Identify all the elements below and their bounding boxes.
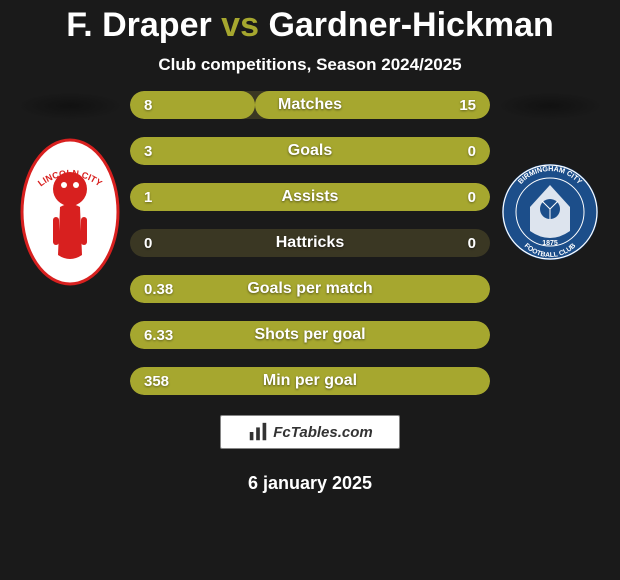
- stat-value-right: 15: [459, 97, 476, 114]
- stat-value-left: 358: [144, 373, 169, 390]
- stat-value-right: 0: [468, 143, 476, 160]
- lincoln-city-crest-icon: LINCOLN CITY: [20, 137, 120, 287]
- stat-value-left: 0.38: [144, 281, 173, 298]
- stat-value-left: 6.33: [144, 327, 173, 344]
- stat-label: Goals: [288, 142, 332, 160]
- player-shadow-left: [20, 93, 120, 119]
- main-content: LINCOLN CITY 8 15 Matches 3 0 Goals 1 0 Assists 0…: [0, 91, 620, 395]
- stat-label: Matches: [278, 96, 342, 114]
- fctables-text: FcTables.com: [273, 424, 372, 441]
- right-column: BIRMINGHAM CITY FOOTBALL CLUB 1875: [490, 91, 610, 287]
- right-club-crest: BIRMINGHAM CITY FOOTBALL CLUB 1875: [500, 137, 600, 287]
- title-vs: vs: [221, 6, 259, 44]
- title-player1: F. Draper: [66, 6, 212, 44]
- page-title: F. Draper vs Gardner-Hickman: [66, 6, 554, 45]
- stat-value-left: 8: [144, 97, 152, 114]
- stat-label: Hattricks: [276, 234, 344, 252]
- stat-label: Shots per goal: [254, 326, 365, 344]
- date-label: 6 january 2025: [248, 473, 372, 494]
- stat-bar: 8 15 Matches: [130, 91, 490, 119]
- stat-value-left: 0: [144, 235, 152, 252]
- stat-bar: 0 0 Hattricks: [130, 229, 490, 257]
- stat-value-left: 1: [144, 189, 152, 206]
- stat-value-right: 0: [468, 235, 476, 252]
- stat-label: Min per goal: [263, 372, 357, 390]
- stat-bar: 1 0 Assists: [130, 183, 490, 211]
- stat-bar: 3 0 Goals: [130, 137, 490, 165]
- subtitle: Club competitions, Season 2024/2025: [158, 55, 461, 75]
- fctables-logo: FcTables.com: [220, 415, 400, 449]
- birmingham-city-crest-icon: BIRMINGHAM CITY FOOTBALL CLUB 1875: [500, 137, 600, 287]
- stats-bars: 8 15 Matches 3 0 Goals 1 0 Assists 0 0 Hattricks 0.3…: [130, 91, 490, 395]
- left-club-crest: LINCOLN CITY: [20, 137, 120, 287]
- stat-label: Goals per match: [247, 280, 372, 298]
- stat-bar: 358 Min per goal: [130, 367, 490, 395]
- stat-value-left: 3: [144, 143, 152, 160]
- left-column: LINCOLN CITY: [10, 91, 130, 287]
- title-player2: Gardner-Hickman: [268, 6, 553, 44]
- player-shadow-right: [500, 93, 600, 119]
- stat-value-right: 0: [468, 189, 476, 206]
- svg-text:1875: 1875: [542, 240, 558, 247]
- stat-bar: 6.33 Shots per goal: [130, 321, 490, 349]
- stat-bar: 0.38 Goals per match: [130, 275, 490, 303]
- bar-chart-icon: [247, 421, 269, 443]
- stat-label: Assists: [282, 188, 339, 206]
